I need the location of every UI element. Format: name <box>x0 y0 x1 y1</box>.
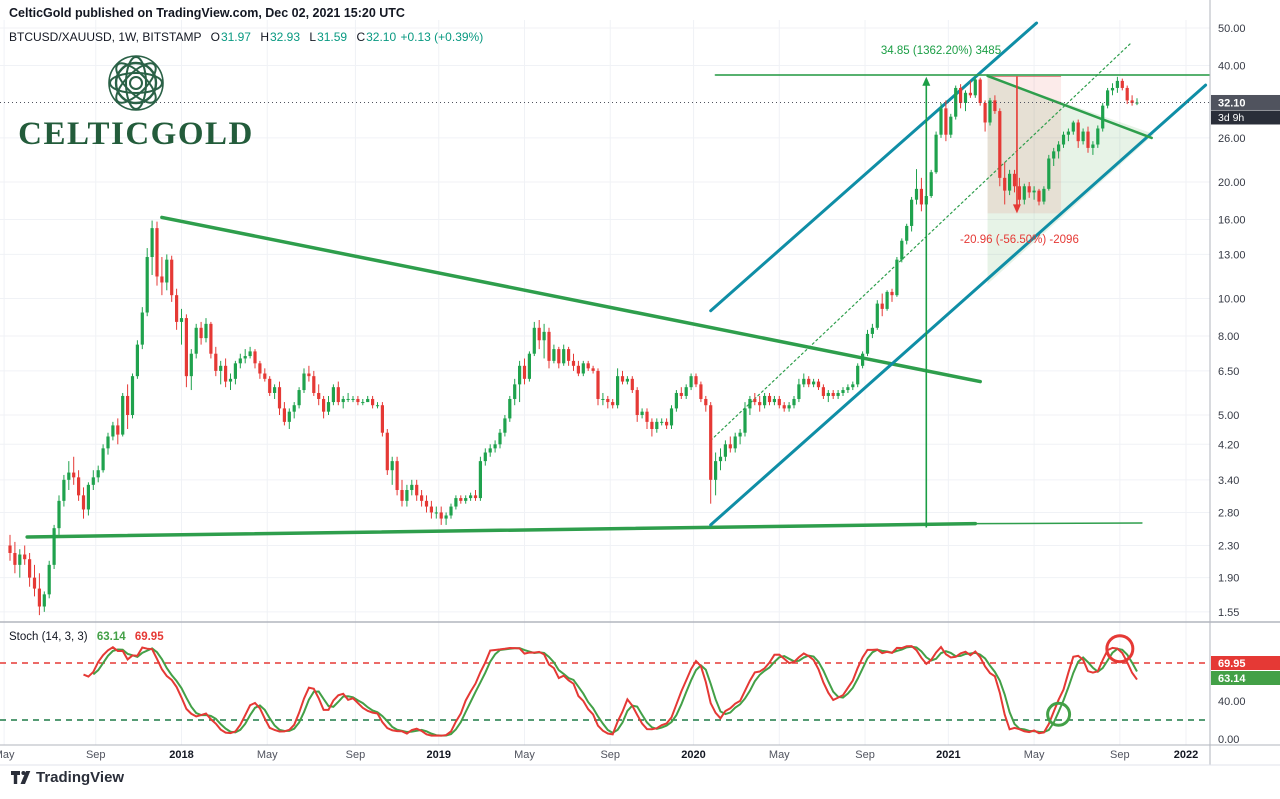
candlestick-series <box>0 76 1210 616</box>
trendlines[interactable] <box>25 21 1210 539</box>
svg-text:2.30: 2.30 <box>1218 541 1239 553</box>
svg-text:Sep: Sep <box>346 749 366 761</box>
svg-text:40.00: 40.00 <box>1218 61 1246 73</box>
svg-text:10.00: 10.00 <box>1218 294 1246 306</box>
close-label: C <box>356 30 366 44</box>
svg-text:6.50: 6.50 <box>1218 366 1239 378</box>
svg-text:May: May <box>0 749 15 761</box>
symbol-title: BTCUSD/XAUUSD, 1W, BITSTAMP <box>9 30 202 44</box>
svg-text:8.00: 8.00 <box>1218 331 1239 343</box>
celticgold-logo: CELTICGOLD <box>8 52 264 153</box>
symbol-ohlc-row[interactable]: BTCUSD/XAUUSD, 1W, BITSTAMP O31.97 H32.9… <box>9 30 483 44</box>
svg-text:May: May <box>257 749 278 761</box>
svg-text:20.00: 20.00 <box>1218 177 1246 189</box>
low-label: L <box>309 30 317 44</box>
svg-text:Sep: Sep <box>1110 749 1130 761</box>
svg-text:1.55: 1.55 <box>1218 607 1239 619</box>
high-value: 32.93 <box>270 30 301 44</box>
svg-text:May: May <box>514 749 535 761</box>
svg-text:-20.96 (-56.50%) -2096: -20.96 (-56.50%) -2096 <box>960 234 1079 246</box>
stoch-title-label: Stoch (14, 3, 3) <box>9 631 88 643</box>
close-value: 32.10 <box>366 30 397 44</box>
svg-text:4.20: 4.20 <box>1218 439 1239 451</box>
svg-text:Sep: Sep <box>855 749 875 761</box>
svg-text:0.00: 0.00 <box>1218 734 1239 746</box>
svg-text:50.00: 50.00 <box>1218 23 1246 35</box>
svg-text:3.40: 3.40 <box>1218 475 1239 487</box>
celtic-knot-icon <box>108 55 164 111</box>
high-label: H <box>260 30 269 44</box>
stoch-indicator-title[interactable]: Stoch (14, 3, 3) 63.14 69.95 <box>9 631 164 643</box>
tradingview-logo-icon <box>11 771 31 784</box>
svg-text:34.85 (1362.20%) 3485: 34.85 (1362.20%) 3485 <box>881 45 1001 57</box>
measurement-annotations[interactable]: 34.85 (1362.20%) 3485 -20.96 (-56.50%) -2… <box>881 45 1079 528</box>
publish-caption: CelticGold published on TradingView.com,… <box>9 6 405 20</box>
svg-text:40.00: 40.00 <box>1218 696 1246 708</box>
svg-text:2.80: 2.80 <box>1218 507 1239 519</box>
svg-text:Sep: Sep <box>600 749 620 761</box>
svg-text:5.00: 5.00 <box>1218 410 1239 422</box>
svg-text:16.00: 16.00 <box>1218 215 1246 227</box>
change-value: +0.13 (+0.39%) <box>400 30 484 44</box>
svg-text:2019: 2019 <box>427 749 451 761</box>
celticgold-wordmark: CELTICGOLD <box>18 116 254 152</box>
svg-text:63.14: 63.14 <box>1218 673 1246 685</box>
open-value: 31.97 <box>220 30 251 44</box>
axes[interactable]: 50.00 40.00 26.00 20.00 16.00 13.00 10.00 8.00 6… <box>0 0 1280 766</box>
svg-text:2018: 2018 <box>169 749 193 761</box>
svg-text:May: May <box>1024 749 1045 761</box>
svg-text:May: May <box>769 749 790 761</box>
svg-text:Sep: Sep <box>86 749 106 761</box>
stochastic-panel <box>0 634 1210 737</box>
stoch-k-value: 69.95 <box>134 631 164 643</box>
svg-text:13.00: 13.00 <box>1218 249 1246 261</box>
tradingview-footer[interactable]: TradingView <box>10 769 124 786</box>
tradingview-brand-label: TradingView <box>36 769 125 786</box>
low-value: 31.59 <box>317 30 348 44</box>
svg-text:32.10: 32.10 <box>1218 97 1246 109</box>
svg-text:1.90: 1.90 <box>1218 573 1239 585</box>
svg-text:69.95: 69.95 <box>1218 658 1246 670</box>
open-label: O <box>210 30 220 44</box>
svg-text:2021: 2021 <box>936 749 960 761</box>
svg-text:2022: 2022 <box>1174 749 1198 761</box>
svg-text:26.00: 26.00 <box>1218 133 1246 145</box>
svg-text:2020: 2020 <box>681 749 705 761</box>
svg-text:3d 9h: 3d 9h <box>1218 112 1244 124</box>
stoch-d-value: 63.14 <box>96 631 126 643</box>
gridlines <box>0 20 1210 745</box>
